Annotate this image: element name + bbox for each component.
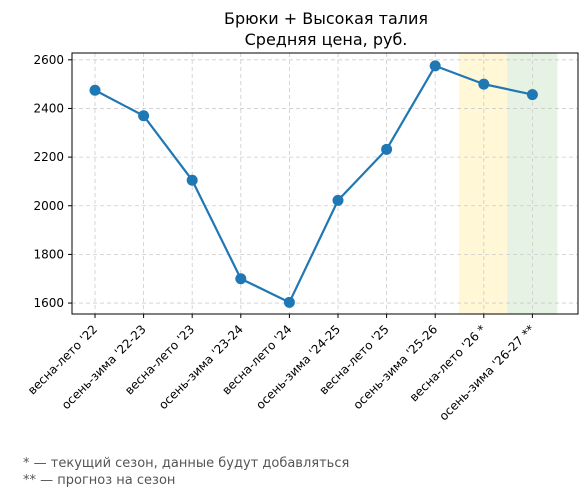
data-point: [138, 110, 150, 122]
y-tick-label: 1600: [33, 296, 64, 310]
data-point: [332, 194, 344, 206]
x-tick-label: осень-зима '23-24: [156, 322, 246, 412]
x-tick-label: осень-зима '26-27 **: [436, 322, 537, 423]
footnote-current-season: * — текущий сезон, данные будут добавлят…: [23, 456, 350, 471]
x-tick-label: осень-зима '25-26: [350, 322, 440, 412]
data-point: [478, 78, 490, 90]
y-tick-label: 2000: [33, 199, 64, 213]
y-tick-label: 2200: [33, 150, 64, 164]
data-point: [89, 84, 101, 96]
x-tick-label: осень-зима '22-23: [59, 322, 149, 412]
x-tick-label: осень-зима '24-25: [253, 322, 343, 412]
data-point: [526, 89, 538, 101]
data-point: [235, 273, 247, 285]
y-tick-label: 2600: [33, 53, 64, 67]
y-tick-label: 1800: [33, 247, 64, 261]
data-point: [381, 143, 393, 155]
footnote-forecast: ** — прогноз на сезон: [23, 473, 176, 488]
highlight-band: [458, 53, 509, 314]
chart-subtitle: Средняя цена, руб.: [245, 30, 408, 49]
y-tick-label: 2400: [33, 101, 64, 115]
plot-frame: [71, 52, 579, 315]
chart-title: Брюки + Высокая талия: [224, 9, 428, 28]
data-point: [186, 174, 198, 186]
data-point: [429, 60, 441, 72]
data-point: [283, 296, 295, 308]
series-line: [94, 64, 533, 304]
